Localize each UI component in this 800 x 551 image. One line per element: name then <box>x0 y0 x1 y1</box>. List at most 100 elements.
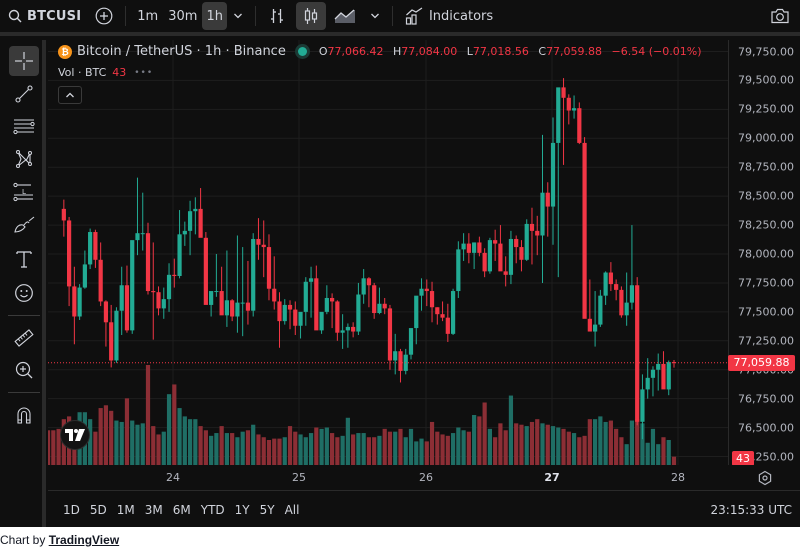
tradingview-link[interactable]: TradingView <box>48 533 120 547</box>
collapse-legend-button[interactable] <box>58 86 82 104</box>
price-axis-label: 79,500.00 <box>738 73 794 87</box>
brush-tool[interactable] <box>9 210 39 240</box>
svg-text:₿: ₿ <box>61 47 68 58</box>
clock-timezone[interactable]: 23:15:33 UTC <box>710 502 793 517</box>
horizontal-lines-tool[interactable] <box>9 111 39 141</box>
magnet-tool[interactable] <box>9 400 39 430</box>
price-axis-label: 77,750.00 <box>738 276 794 290</box>
range-3m[interactable]: 3M <box>144 502 163 517</box>
time-axis-label: 27 <box>544 471 560 484</box>
time-axis-label: 24 <box>166 471 180 484</box>
smiley-icon <box>15 284 33 302</box>
price-axis-label: 78,500.00 <box>738 189 794 203</box>
ruler-icon <box>14 329 34 347</box>
search-icon <box>8 9 22 23</box>
series-title: Bitcoin / TetherUS · 1h · Binance <box>77 44 286 59</box>
time-axis[interactable]: 24 25 26 27 28 <box>48 465 800 491</box>
forecasting-tool[interactable]: L <box>9 177 39 207</box>
divider <box>8 315 40 316</box>
close-value: 77,059.88 <box>546 45 603 58</box>
crosshair-tool[interactable] <box>9 46 39 76</box>
interval-1h[interactable]: 1h <box>202 2 227 30</box>
candles-icon <box>304 8 318 24</box>
brush-icon <box>14 216 35 233</box>
last-volume-label: 43 <box>732 451 754 466</box>
date-range-bar: 1D 5D 1M 3M 6M YTD 1Y 5Y All 23:15:33 UTC <box>48 492 800 527</box>
low-key: L <box>466 45 473 58</box>
candlestick-chart <box>48 40 728 465</box>
indicators-icon <box>405 7 423 25</box>
range-5d[interactable]: 5D <box>89 502 107 517</box>
price-axis[interactable]: 76,250.0076,500.0076,750.0077,000.0077,2… <box>728 40 800 466</box>
range-1m[interactable]: 1M <box>116 502 135 517</box>
series-legend: ₿ Bitcoin / TetherUS · 1h · Binance O77,… <box>58 44 708 59</box>
range-1d[interactable]: 1D <box>63 502 80 517</box>
screenshot-button[interactable] <box>768 2 792 30</box>
candles-style-button[interactable] <box>295 2 326 30</box>
price-axis-label: 76,750.00 <box>738 392 794 406</box>
chevron-up-icon <box>66 92 74 98</box>
horizontal-lines-icon <box>13 119 35 135</box>
time-axis-label: 28 <box>671 471 685 484</box>
range-all[interactable]: All <box>284 502 300 517</box>
pattern-tool[interactable] <box>9 144 39 174</box>
range-6m[interactable]: 6M <box>172 502 191 517</box>
divider <box>254 6 256 26</box>
chart-settings-button[interactable] <box>756 469 774 487</box>
bars-style-button[interactable] <box>262 2 292 30</box>
zoom-in-tool[interactable] <box>9 355 39 385</box>
chart-pane[interactable]: ₿ Bitcoin / TetherUS · 1h · Binance O77,… <box>48 40 728 465</box>
price-axis-label: 77,500.00 <box>738 305 794 319</box>
range-5y[interactable]: 5Y <box>259 502 275 517</box>
tradingview-logo-icon <box>65 429 85 441</box>
svg-text:L: L <box>22 188 26 196</box>
interval-1m[interactable]: 1m <box>137 8 159 24</box>
price-axis-label: 78,250.00 <box>738 218 794 232</box>
zoom-in-icon <box>15 361 33 379</box>
measure-tool[interactable] <box>9 323 39 353</box>
price-axis-label: 76,500.00 <box>738 421 794 435</box>
time-axis-label: 25 <box>292 471 306 484</box>
magnet-icon <box>17 407 31 424</box>
market-status-icon <box>297 47 307 56</box>
drawing-toolbar: L <box>0 40 46 527</box>
range-1y[interactable]: 1Y <box>234 502 250 517</box>
area-chart-icon <box>334 9 355 23</box>
more-options-button[interactable]: ••• <box>134 67 154 78</box>
time-axis-label: 26 <box>419 471 433 484</box>
volume-value: 43 <box>112 66 127 79</box>
camera-icon <box>771 8 789 24</box>
long-position-icon: L <box>13 182 33 202</box>
last-price-label: 77,059.88 <box>728 354 795 371</box>
chevron-down-icon <box>233 13 242 19</box>
range-ytd[interactable]: YTD <box>200 502 225 517</box>
attribution-prefix: Chart by <box>0 533 49 547</box>
price-axis-label: 78,750.00 <box>738 160 794 174</box>
xabcd-pattern-icon <box>16 150 32 168</box>
compare-symbol-button[interactable] <box>89 2 119 30</box>
text-tool[interactable] <box>9 244 39 274</box>
price-axis-label: 77,250.00 <box>738 334 794 348</box>
tradingview-widget: BTCUSI 1m 30m 1h Indicators <box>0 0 800 527</box>
indicators-button[interactable]: Indicators <box>399 2 499 30</box>
interval-dropdown-button[interactable] <box>227 2 249 30</box>
bitcoin-logo-icon: ₿ <box>58 44 72 59</box>
area-style-button[interactable] <box>330 2 360 30</box>
ohlc-bars-icon <box>270 9 283 23</box>
tradingview-logo[interactable] <box>60 420 90 450</box>
volume-title: Vol · BTC <box>58 66 107 79</box>
attribution: Chart by TradingView <box>0 533 119 547</box>
volume-legend: Vol · BTC 43 ••• <box>58 66 153 79</box>
chart-style-dropdown-button[interactable] <box>364 2 386 30</box>
divider <box>391 6 393 26</box>
open-value: 77,066.42 <box>327 45 384 58</box>
emoji-tool[interactable] <box>9 278 39 308</box>
trend-line-icon <box>15 85 33 103</box>
divider <box>125 6 127 26</box>
interval-30m[interactable]: 30m <box>168 8 198 24</box>
symbol-search-button[interactable]: BTCUSI <box>0 2 81 30</box>
open-key: O <box>318 45 328 58</box>
trend-line-tool[interactable] <box>9 79 39 109</box>
crosshair-icon <box>15 52 33 70</box>
indicators-label: Indicators <box>428 8 494 24</box>
